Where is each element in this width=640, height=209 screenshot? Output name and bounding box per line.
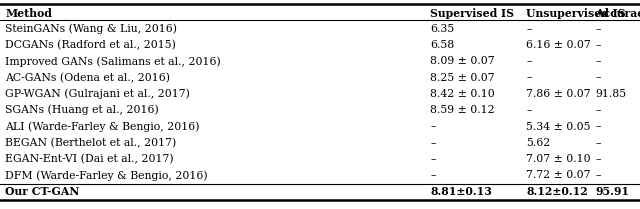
Text: –: – bbox=[595, 121, 601, 131]
Text: BEGAN (Berthelot et al., 2017): BEGAN (Berthelot et al., 2017) bbox=[5, 138, 177, 148]
Text: 8.81±0.13: 8.81±0.13 bbox=[430, 186, 492, 197]
Text: 7.86 ± 0.07: 7.86 ± 0.07 bbox=[526, 89, 591, 99]
Text: –: – bbox=[430, 138, 436, 148]
Text: –: – bbox=[595, 171, 601, 180]
Text: –: – bbox=[595, 40, 601, 50]
Text: –: – bbox=[526, 56, 532, 66]
Text: EGAN-Ent-VI (Dai et al., 2017): EGAN-Ent-VI (Dai et al., 2017) bbox=[5, 154, 173, 164]
Text: –: – bbox=[526, 73, 532, 83]
Text: Improved GANs (Salimans et al., 2016): Improved GANs (Salimans et al., 2016) bbox=[5, 56, 221, 66]
Text: –: – bbox=[430, 154, 436, 164]
Text: –: – bbox=[595, 24, 601, 34]
Text: –: – bbox=[430, 121, 436, 131]
Text: SteinGANs (Wang & Liu, 2016): SteinGANs (Wang & Liu, 2016) bbox=[5, 23, 177, 34]
Text: 8.12±0.12: 8.12±0.12 bbox=[526, 186, 588, 197]
Text: 6.16 ± 0.07: 6.16 ± 0.07 bbox=[526, 40, 591, 50]
Text: 7.07 ± 0.10: 7.07 ± 0.10 bbox=[526, 154, 591, 164]
Text: 7.72 ± 0.07: 7.72 ± 0.07 bbox=[526, 171, 591, 180]
Text: 8.09 ± 0.07: 8.09 ± 0.07 bbox=[430, 56, 495, 66]
Text: Supervised IS: Supervised IS bbox=[430, 8, 514, 19]
Text: –: – bbox=[595, 138, 601, 148]
Text: 6.58: 6.58 bbox=[430, 40, 454, 50]
Text: 8.42 ± 0.10: 8.42 ± 0.10 bbox=[430, 89, 495, 99]
Text: AC-GANs (Odena et al., 2016): AC-GANs (Odena et al., 2016) bbox=[5, 72, 170, 83]
Text: GP-WGAN (Gulrajani et al., 2017): GP-WGAN (Gulrajani et al., 2017) bbox=[5, 89, 190, 99]
Text: –: – bbox=[595, 154, 601, 164]
Text: –: – bbox=[430, 171, 436, 180]
Text: –: – bbox=[526, 105, 532, 115]
Text: Our CT-GAN: Our CT-GAN bbox=[5, 186, 79, 197]
Text: Unsupervised IS: Unsupervised IS bbox=[526, 8, 626, 19]
Text: 5.34 ± 0.05: 5.34 ± 0.05 bbox=[526, 121, 591, 131]
Text: 95.91: 95.91 bbox=[595, 186, 629, 197]
Text: DCGANs (Radford et al., 2015): DCGANs (Radford et al., 2015) bbox=[5, 40, 176, 50]
Text: –: – bbox=[595, 73, 601, 83]
Text: –: – bbox=[526, 24, 532, 34]
Text: –: – bbox=[595, 105, 601, 115]
Text: 8.25 ± 0.07: 8.25 ± 0.07 bbox=[430, 73, 495, 83]
Text: 91.85: 91.85 bbox=[595, 89, 627, 99]
Text: DFM (Warde-Farley & Bengio, 2016): DFM (Warde-Farley & Bengio, 2016) bbox=[5, 170, 208, 181]
Text: ALI (Warde-Farley & Bengio, 2016): ALI (Warde-Farley & Bengio, 2016) bbox=[5, 121, 200, 132]
Text: Accuracy(%): Accuracy(%) bbox=[595, 8, 640, 19]
Text: –: – bbox=[595, 56, 601, 66]
Text: 6.35: 6.35 bbox=[430, 24, 454, 34]
Text: Method: Method bbox=[5, 8, 52, 19]
Text: 8.59 ± 0.12: 8.59 ± 0.12 bbox=[430, 105, 495, 115]
Text: SGANs (Huang et al., 2016): SGANs (Huang et al., 2016) bbox=[5, 105, 159, 116]
Text: 5.62: 5.62 bbox=[526, 138, 550, 148]
